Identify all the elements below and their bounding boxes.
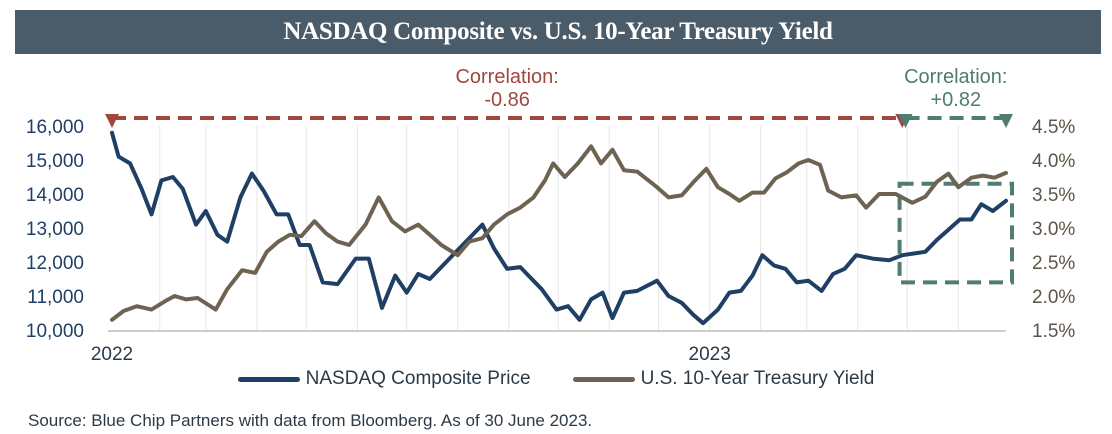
correlation-arrow-marker	[105, 114, 119, 128]
legend-swatch-nasdaq	[237, 376, 300, 382]
y-right-tick-label: 1.5%	[1032, 321, 1075, 342]
y-left-tick-label: 13,000	[26, 219, 84, 240]
correlation-value: +0.82	[930, 89, 981, 111]
y-right-tick-label: 2.0%	[1032, 287, 1075, 308]
y-left-tick-label: 10,000	[26, 321, 84, 342]
correlation-label: Correlation:	[904, 66, 1007, 88]
legend-swatch-treasury	[572, 376, 635, 382]
y-left-tick-label: 14,000	[26, 185, 84, 206]
x-tick-label: 2022	[91, 344, 133, 365]
legend-item-nasdaq: NASDAQ Composite Price	[237, 368, 531, 390]
source-note: Source: Blue Chip Partners with data fro…	[28, 411, 593, 430]
y-right-tick-label: 4.0%	[1032, 151, 1075, 172]
x-tick-label: 2023	[689, 344, 731, 365]
correlation-value: -0.86	[484, 89, 530, 111]
chart-title: NASDAQ Composite vs. U.S. 10-Year Treasu…	[15, 10, 1101, 54]
y-right-tick-label: 3.0%	[1032, 219, 1075, 240]
y-left-tick-label: 16,000	[26, 117, 84, 138]
y-right-tick-label: 4.5%	[1032, 117, 1075, 138]
y-right-tick-label: 2.5%	[1032, 253, 1075, 274]
correlation-label: Correlation:	[455, 66, 558, 88]
correlation-arrow-marker	[999, 114, 1013, 128]
legend-label-treasury: U.S. 10-Year Treasury Yield	[640, 368, 875, 389]
y-left-tick-label: 12,000	[26, 253, 84, 274]
highlight-box	[897, 181, 1014, 285]
legend: NASDAQ Composite Price U.S. 10-Year Trea…	[0, 368, 1112, 390]
legend-item-treasury: U.S. 10-Year Treasury Yield	[572, 368, 875, 390]
y-right-tick-label: 3.5%	[1032, 185, 1075, 206]
series-line-nasdaq	[110, 130, 1008, 326]
correlation-arrow-marker	[898, 114, 913, 128]
legend-label-nasdaq: NASDAQ Composite Price	[305, 368, 531, 389]
series-line-treasury	[110, 144, 1008, 322]
y-left-tick-label: 15,000	[26, 151, 84, 172]
y-left-tick-label: 11,000	[27, 287, 84, 308]
